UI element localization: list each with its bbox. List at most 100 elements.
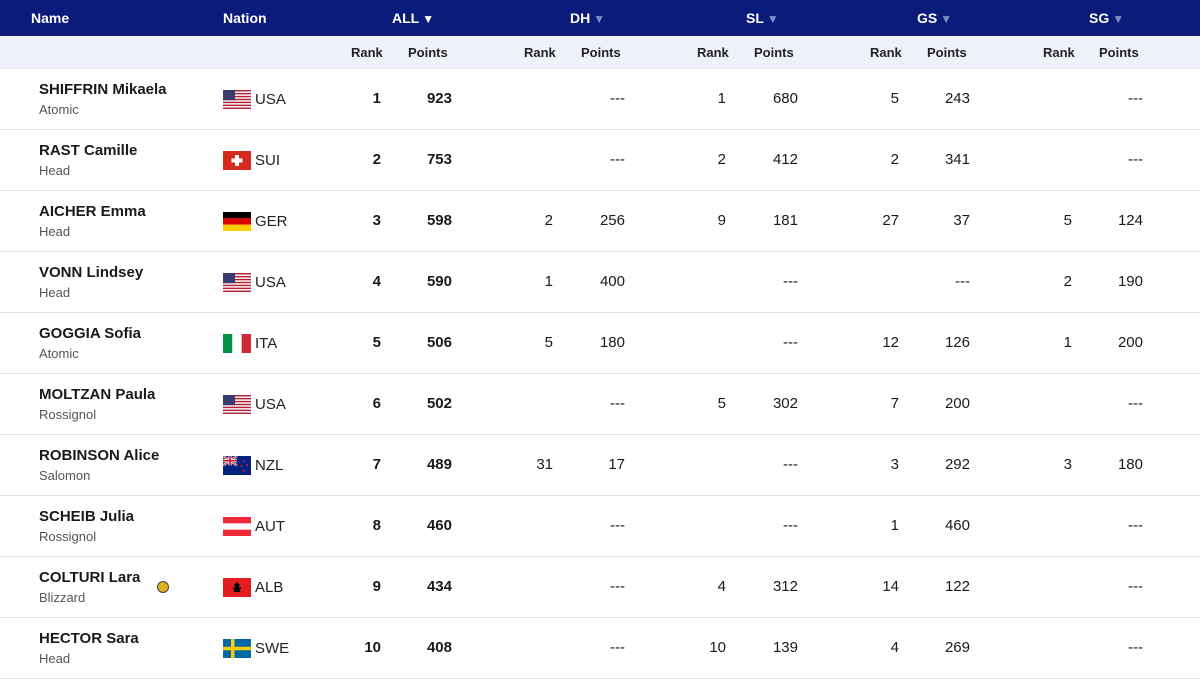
all-points: 502 bbox=[426, 395, 452, 412]
table-row[interactable]: COLTURI Lara Blizzard ALB 9 434 --- 4 31… bbox=[0, 557, 1200, 618]
table-row[interactable]: SCHEIB Julia Rossignol AUT 8 460 --- ---… bbox=[0, 496, 1200, 557]
sg-rank: 2 bbox=[1063, 273, 1072, 290]
sg-points: --- bbox=[1128, 517, 1143, 534]
nation-code: AUT bbox=[255, 517, 285, 535]
dh-points: 400 bbox=[599, 273, 625, 290]
gs-points: --- bbox=[955, 273, 970, 290]
gs-rank: 14 bbox=[882, 578, 899, 595]
all-points: 598 bbox=[426, 212, 452, 229]
nation-code: ALB bbox=[255, 578, 284, 596]
dh-rank-header: Rank bbox=[524, 45, 556, 60]
table-row[interactable]: GOGGIA Sofia Atomic ITA 5 506 5 180 --- … bbox=[0, 313, 1200, 374]
athlete-name[interactable]: SHIFFRIN Mikaela bbox=[39, 81, 167, 98]
all-rank: 9 bbox=[372, 578, 381, 595]
dh-rank: 31 bbox=[536, 456, 553, 473]
gs-discipline-header[interactable]: GS ▼ bbox=[917, 0, 952, 36]
gs-points: 460 bbox=[944, 517, 970, 534]
all-label: ALL bbox=[392, 10, 420, 26]
table-row[interactable]: ROBINSON Alice Salomon NZL 7 489 31 17 -… bbox=[0, 435, 1200, 496]
gs-rank: 7 bbox=[890, 395, 899, 412]
athlete-name[interactable]: GOGGIA Sofia bbox=[39, 325, 141, 342]
athlete-name[interactable]: COLTURI Lara bbox=[39, 569, 141, 586]
all-rank: 7 bbox=[372, 456, 381, 473]
athlete-name[interactable]: VONN Lindsey bbox=[39, 264, 144, 281]
flag-icon bbox=[223, 577, 251, 597]
dh-rank bbox=[513, 130, 553, 190]
sl-points-header: Points bbox=[754, 45, 794, 60]
sl-rank bbox=[686, 435, 726, 495]
gs-rank: 3 bbox=[890, 456, 899, 473]
sl-points: --- bbox=[783, 273, 798, 290]
all-points-header: Points bbox=[408, 45, 448, 60]
sg-points: 190 bbox=[1117, 273, 1143, 290]
dh-points: --- bbox=[610, 395, 625, 412]
dh-label: DH bbox=[570, 10, 591, 26]
table-body: SHIFFRIN Mikaela Atomic USA 1 923 --- 1 … bbox=[0, 69, 1200, 679]
gs-points: 37 bbox=[953, 212, 970, 229]
athlete-name[interactable]: ROBINSON Alice bbox=[39, 447, 160, 464]
dh-points: --- bbox=[610, 639, 625, 656]
all-discipline-header[interactable]: ALL ▼ bbox=[392, 0, 434, 36]
gs-rank: 2 bbox=[890, 151, 899, 168]
dh-discipline-header[interactable]: DH ▼ bbox=[570, 0, 605, 36]
athlete-name[interactable]: AICHER Emma bbox=[39, 203, 146, 220]
sg-rank: 5 bbox=[1063, 212, 1072, 229]
flag-icon bbox=[223, 150, 251, 170]
table-row[interactable]: MOLTZAN Paula Rossignol USA 6 502 --- 5 … bbox=[0, 374, 1200, 435]
name-column-header[interactable]: Name bbox=[31, 10, 70, 26]
table-row[interactable]: VONN Lindsey Head USA 4 590 1 400 --- --… bbox=[0, 252, 1200, 313]
sort-arrow-icon: ▼ bbox=[422, 12, 435, 26]
gs-points: 269 bbox=[944, 639, 970, 656]
sl-points: 312 bbox=[772, 578, 798, 595]
athlete-name[interactable]: SCHEIB Julia bbox=[39, 508, 135, 525]
dh-points-header: Points bbox=[581, 45, 621, 60]
all-rank: 10 bbox=[364, 639, 381, 656]
nation-code: ITA bbox=[255, 334, 278, 352]
sl-points: 181 bbox=[772, 212, 798, 229]
nation-cell: USA bbox=[223, 374, 286, 434]
all-points: 506 bbox=[426, 334, 452, 351]
sg-discipline-header[interactable]: SG ▼ bbox=[1089, 0, 1124, 36]
ski-brand: Head bbox=[39, 651, 71, 666]
sl-rank: 1 bbox=[717, 90, 726, 107]
gs-rank-header: Rank bbox=[870, 45, 902, 60]
nation-code: SUI bbox=[255, 151, 281, 169]
sg-points: 180 bbox=[1117, 456, 1143, 473]
ski-brand: Head bbox=[39, 224, 71, 239]
nation-column-header[interactable]: Nation bbox=[223, 10, 267, 26]
athlete-name[interactable]: HECTOR Sara bbox=[39, 630, 139, 647]
sg-rank bbox=[1032, 557, 1072, 617]
flag-icon bbox=[223, 394, 251, 414]
all-points: 923 bbox=[426, 90, 452, 107]
table-row[interactable]: RAST Camille Head SUI 2 753 --- 2 412 2 … bbox=[0, 130, 1200, 191]
dh-points: --- bbox=[610, 90, 625, 107]
subheader-row: Rank Points Rank Points Rank Points Rank… bbox=[0, 36, 1200, 69]
sl-rank: 5 bbox=[717, 395, 726, 412]
nation-cell: NZL bbox=[223, 435, 283, 495]
all-rank: 3 bbox=[372, 212, 381, 229]
sort-arrow-icon: ▼ bbox=[1112, 12, 1125, 26]
dh-rank bbox=[513, 557, 553, 617]
sg-rank bbox=[1032, 374, 1072, 434]
sl-rank: 9 bbox=[717, 212, 726, 229]
sort-arrow-icon: ▼ bbox=[593, 12, 606, 26]
sl-discipline-header[interactable]: SL ▼ bbox=[746, 0, 779, 36]
nation-cell: USA bbox=[223, 69, 286, 129]
all-points: 460 bbox=[426, 517, 452, 534]
athlete-name[interactable]: MOLTZAN Paula bbox=[39, 386, 156, 403]
nation-code: NZL bbox=[255, 456, 284, 474]
ski-brand: Rossignol bbox=[39, 407, 97, 422]
nation-code: GER bbox=[255, 212, 288, 230]
medal-badge-icon bbox=[157, 581, 169, 593]
nation-cell: SUI bbox=[223, 130, 280, 190]
dh-rank bbox=[513, 374, 553, 434]
table-row[interactable]: AICHER Emma Head GER 3 598 2 256 9 181 2… bbox=[0, 191, 1200, 252]
sl-points: 412 bbox=[772, 151, 798, 168]
sl-points: --- bbox=[783, 517, 798, 534]
sl-points: --- bbox=[783, 334, 798, 351]
sl-points: 302 bbox=[772, 395, 798, 412]
table-row[interactable]: HECTOR Sara Head SWE 10 408 --- 10 139 4… bbox=[0, 618, 1200, 679]
nation-cell: GER bbox=[223, 191, 288, 251]
table-row[interactable]: SHIFFRIN Mikaela Atomic USA 1 923 --- 1 … bbox=[0, 69, 1200, 130]
athlete-name[interactable]: RAST Camille bbox=[39, 142, 138, 159]
